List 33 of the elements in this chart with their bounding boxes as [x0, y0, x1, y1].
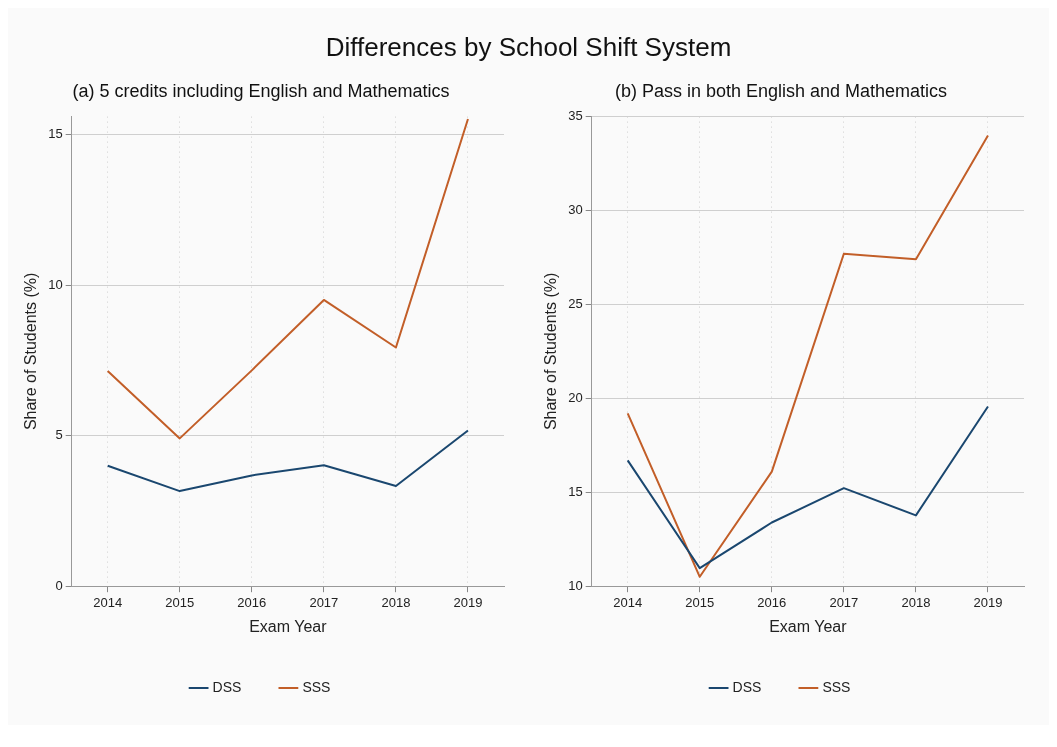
x-tick-label: 2019: [453, 594, 483, 610]
legend-label: SSS: [302, 678, 331, 695]
x-axis-title: Exam Year: [769, 617, 848, 635]
x-tick-label: 2016: [757, 594, 787, 610]
chart-subtitle: (a) 5 credits including English and Mathematics: [72, 80, 450, 101]
y-tick-label: 10: [568, 577, 583, 593]
x-tick-label: 2019: [973, 594, 1003, 610]
y-tick-label: 10: [48, 276, 63, 292]
legend-label: SSS: [822, 678, 851, 695]
legend-label: DSS: [732, 678, 762, 695]
x-tick-label: 2017: [309, 594, 339, 610]
y-tick-label: 15: [568, 483, 583, 499]
x-tick-label: 2015: [685, 594, 715, 610]
x-axis-title: Exam Year: [249, 617, 328, 635]
x-tick-label: 2014: [93, 594, 123, 610]
y-tick-label: 20: [568, 389, 583, 405]
x-tick-label: 2015: [165, 594, 195, 610]
legend-label: DSS: [212, 678, 242, 695]
y-tick-label: 15: [48, 126, 63, 142]
y-axis-title: Share of Students (%): [22, 272, 40, 431]
x-tick-label: 2018: [381, 594, 411, 610]
chart-title: Differences by School Shift System: [324, 31, 733, 64]
x-tick-label: 2016: [237, 594, 267, 610]
y-axis-title: Share of Students (%): [542, 272, 560, 431]
x-tick-label: 2018: [901, 594, 931, 610]
y-tick-label: 0: [55, 577, 63, 593]
y-tick-label: 5: [55, 427, 63, 443]
y-tick-label: 35: [568, 108, 583, 124]
chart-subtitle: (b) Pass in both English and Mathematics: [614, 80, 948, 101]
x-tick-label: 2014: [613, 594, 643, 610]
x-tick-label: 2017: [829, 594, 859, 610]
y-tick-label: 25: [568, 296, 583, 312]
y-tick-label: 30: [568, 202, 583, 218]
